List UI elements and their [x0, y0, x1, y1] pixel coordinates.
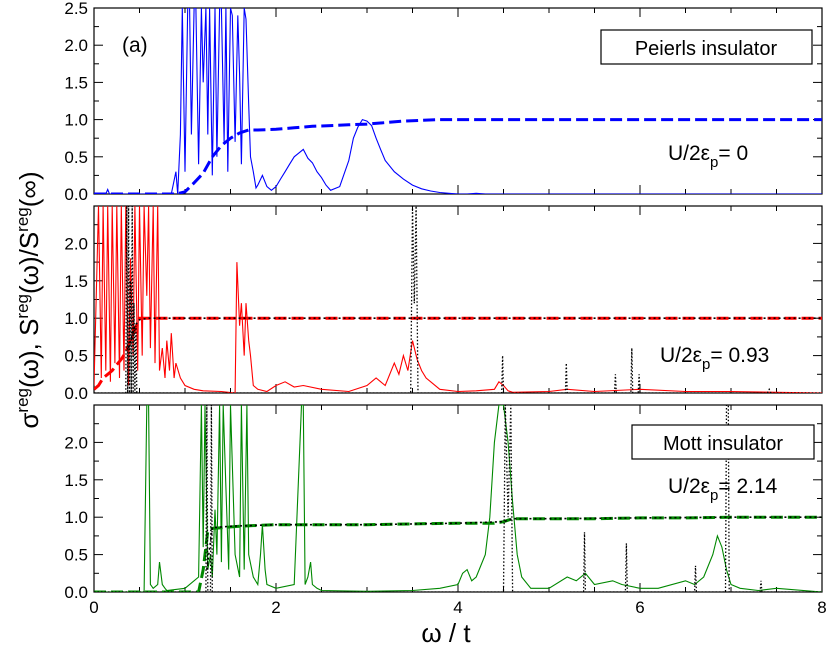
panel-peierls: 0.0 0.5 1.0 1.5 2.0 2.5 (a) Peierls insulator…: [64, 0, 823, 204]
series-line-dashed: [94, 118, 822, 194]
y-tick-label: 1.5: [64, 272, 88, 291]
y-tick-label: 0.5: [64, 546, 88, 565]
panel-intermediate: 0.0 0.5 1.0 1.5 2.0 U/2εp= 0.93: [64, 205, 823, 403]
panel-tag: (a): [122, 34, 148, 57]
series-line-dotted-flat: [127, 317, 822, 349]
y-tick-label: 1.5: [64, 73, 88, 92]
y-tick-label: 1.0: [64, 111, 88, 130]
y-tick-label: 0.0: [64, 384, 88, 403]
x-tick-label: 6: [635, 598, 644, 617]
y-tick-label: 0.0: [64, 185, 88, 204]
y-tick-label: 2.0: [64, 433, 88, 452]
y-tick-label: 1.0: [64, 309, 88, 328]
panel-mott: 0.0 0.5 1.0 1.5 2.0 0 2 4 6 8 Mott insulator U/2ε…: [64, 404, 827, 617]
legend-box-label: Mott insulator: [663, 433, 783, 455]
x-tick-label: 0: [89, 598, 98, 617]
parameter-annotation: U/2εp= 0: [668, 142, 748, 171]
series-line-solid: [94, 206, 822, 393]
parameter-annotation: U/2εp= 2.14: [668, 475, 778, 504]
x-axis-label: ω / t: [421, 618, 471, 647]
series-line-dotted: [94, 405, 822, 592]
series-line-dotted: [94, 206, 822, 393]
legend-box: [600, 29, 813, 65]
y-axis-label: σreg(ω), Sreg(ω)/Sreg(∞): [13, 171, 44, 428]
y-tick-label: 2.0: [64, 234, 88, 253]
series-line-solid: [94, 8, 822, 194]
legend-box-label: Peierls insulator: [635, 38, 778, 60]
series-line-solid: [94, 405, 822, 592]
y-tick-label: 0.5: [64, 148, 88, 167]
parameter-annotation: U/2εp= 0.93: [660, 344, 769, 373]
x-tick-label: 2: [271, 598, 280, 617]
y-tick-label: 2.5: [64, 0, 88, 18]
x-tick-label: 4: [453, 598, 462, 617]
legend-box: [631, 424, 815, 460]
y-tick-label: 1.5: [64, 471, 88, 490]
x-tick-label: 8: [817, 598, 826, 617]
y-tick-label: 0.5: [64, 347, 88, 366]
series-line-dotted-flat: [206, 516, 822, 570]
y-tick-label: 2.0: [64, 36, 88, 55]
y-tick-label: 1.0: [64, 508, 88, 527]
y-tick-label: 0.0: [64, 583, 88, 602]
